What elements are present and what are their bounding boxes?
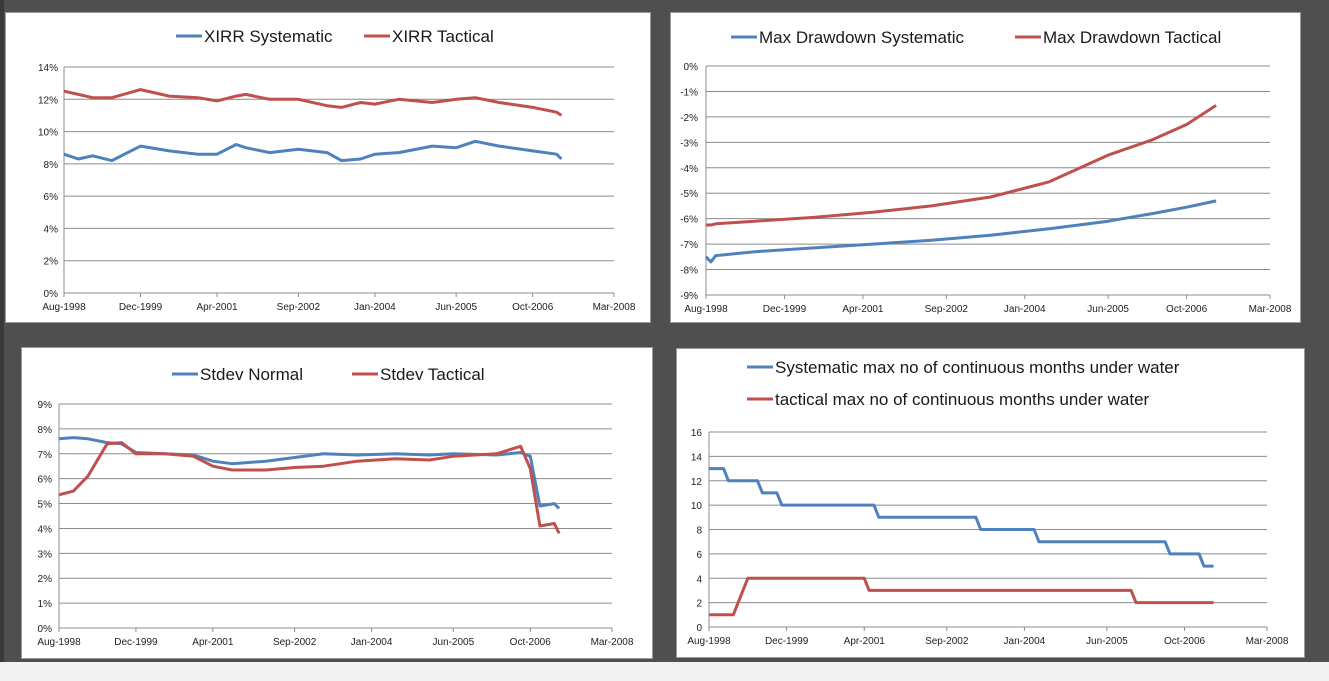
y-tick-label: 4 (696, 574, 702, 585)
y-tick-label: -7% (680, 240, 698, 251)
x-tick-label: Apr-2001 (844, 636, 886, 647)
chart-stdev[interactable]: 0% 1% 2% 3% 4% 5% 6% 7% 8% 9% Aug-1998 Dec-1999 Apr-… (21, 347, 653, 659)
x-tick-label: Dec-1999 (114, 637, 158, 648)
y-tick-label: -1% (680, 87, 698, 98)
y-tick-label: 8 (696, 526, 702, 537)
series-line-2 (58, 441, 561, 535)
x-tick-label: Apr-2001 (842, 304, 884, 315)
y-tick-label: 3% (38, 549, 53, 560)
series-line-2 (706, 104, 1217, 227)
x-tick-label: Oct-2006 (510, 637, 552, 648)
y-tick-label: 0% (44, 289, 59, 300)
x-tick-label: Mar-2008 (1246, 636, 1289, 647)
chart-max-drawdown[interactable]: 0% -1% -2% -3% -4% -5% -6% -7% -8% -9% Aug-1998 Dec… (670, 12, 1301, 323)
y-tick-label: 4% (44, 224, 59, 235)
x-tick-label: Aug-1998 (37, 637, 81, 648)
y-tick-label: -8% (680, 266, 698, 277)
y-tick-label: -9% (680, 291, 698, 302)
x-tick-label: Jun-2005 (435, 302, 477, 313)
chart-max-drawdown-svg: 0% -1% -2% -3% -4% -5% -6% -7% -8% -9% Aug-1998 Dec… (680, 28, 1292, 315)
y-tick-label: -3% (680, 138, 698, 149)
legend-label: Max Drawdown Tactical (1043, 28, 1221, 47)
legend-label: Max Drawdown Systematic (759, 28, 965, 47)
y-tick-label: 12% (38, 95, 58, 106)
x-tick-label: Apr-2001 (192, 637, 234, 648)
series-line-1 (63, 139, 563, 163)
y-tick-label: 10% (38, 128, 58, 139)
y-tick-label: 0% (38, 624, 53, 635)
chart-xirr-svg: 0% 2% 4% 6% 8% 10% 12% 14% Aug-1998 Dec-1999 Apr-2… (38, 27, 636, 313)
x-tick-label: Sep-2002 (925, 636, 969, 647)
legend-label: tactical max no of continuous months und… (775, 390, 1150, 409)
chart-months-under-water-svg: 0 2 4 6 8 10 12 14 16 Aug-1998 Dec-1999 Apr-2001 Sep… (687, 358, 1289, 647)
y-tick-label: 14% (38, 63, 58, 74)
y-tick-label: 16 (691, 428, 703, 439)
y-tick-label: 0% (684, 62, 699, 73)
y-tick-label: 9% (38, 400, 53, 411)
y-tick-label: 2% (44, 257, 59, 268)
y-tick-label: 12 (691, 477, 703, 488)
x-tick-label: Dec-1999 (765, 636, 809, 647)
x-tick-label: Apr-2001 (196, 302, 238, 313)
spreadsheet-edge (0, 0, 4, 681)
y-tick-label: 1% (38, 599, 53, 610)
spreadsheet-grid-strip (0, 662, 1329, 681)
y-tick-label: 0 (696, 623, 702, 634)
y-tick-label: 5% (38, 500, 53, 511)
x-tick-label: Oct-2006 (1166, 304, 1208, 315)
y-tick-label: -4% (680, 164, 698, 175)
x-tick-label: Sep-2002 (277, 302, 321, 313)
x-tick-label: Oct-2006 (512, 302, 554, 313)
x-tick-label: Aug-1998 (42, 302, 86, 313)
legend-label: Stdev Normal (200, 365, 303, 384)
legend-label: XIRR Tactical (392, 27, 494, 46)
y-tick-label: 6 (696, 550, 702, 561)
chart-months-under-water[interactable]: 0 2 4 6 8 10 12 14 16 Aug-1998 Dec-1999 Apr-2001 Sep… (676, 348, 1305, 658)
legend-label: Stdev Tactical (380, 365, 485, 384)
legend-label: XIRR Systematic (204, 27, 333, 46)
y-tick-label: 7% (38, 450, 53, 461)
x-tick-label: Aug-1998 (684, 304, 728, 315)
x-tick-label: Dec-1999 (763, 304, 807, 315)
x-tick-label: Sep-2002 (925, 304, 969, 315)
x-tick-label: Jun-2005 (432, 637, 474, 648)
x-tick-label: Jan-2004 (1004, 304, 1046, 315)
series-line-1 (709, 467, 1214, 568)
y-tick-label: -2% (680, 113, 698, 124)
y-tick-label: -5% (680, 189, 698, 200)
y-tick-label: 6% (44, 192, 59, 203)
x-tick-label: Jan-2004 (1004, 636, 1046, 647)
x-tick-label: Jun-2005 (1086, 636, 1128, 647)
y-tick-label: 4% (38, 524, 53, 535)
y-tick-label: 2 (696, 599, 702, 610)
x-tick-label: Oct-2006 (1164, 636, 1206, 647)
x-tick-label: Mar-2008 (1249, 304, 1292, 315)
x-tick-label: Jan-2004 (354, 302, 396, 313)
x-tick-label: Jan-2004 (351, 637, 393, 648)
y-tick-label: 14 (691, 452, 703, 463)
x-tick-label: Aug-1998 (687, 636, 731, 647)
series-line-1 (704, 199, 1217, 264)
y-tick-label: 8% (38, 425, 53, 436)
x-tick-label: Mar-2008 (593, 302, 636, 313)
y-tick-label: 10 (691, 501, 703, 512)
x-tick-label: Mar-2008 (591, 637, 634, 648)
series-line-2 (63, 88, 563, 117)
y-tick-label: 2% (38, 574, 53, 585)
x-tick-label: Jun-2005 (1087, 304, 1129, 315)
chart-stdev-svg: 0% 1% 2% 3% 4% 5% 6% 7% 8% 9% Aug-1998 Dec-1999 Apr-… (37, 365, 634, 648)
series-line-2 (709, 576, 1214, 617)
y-tick-label: 8% (44, 160, 59, 171)
x-tick-label: Sep-2002 (273, 637, 317, 648)
y-tick-label: -6% (680, 215, 698, 226)
y-tick-label: 6% (38, 475, 53, 486)
series-line-1 (58, 436, 561, 510)
legend-label: Systematic max no of continuous months u… (775, 358, 1180, 377)
x-tick-label: Dec-1999 (119, 302, 163, 313)
chart-xirr[interactable]: 0% 2% 4% 6% 8% 10% 12% 14% Aug-1998 Dec-1999 Apr-2… (5, 12, 651, 323)
